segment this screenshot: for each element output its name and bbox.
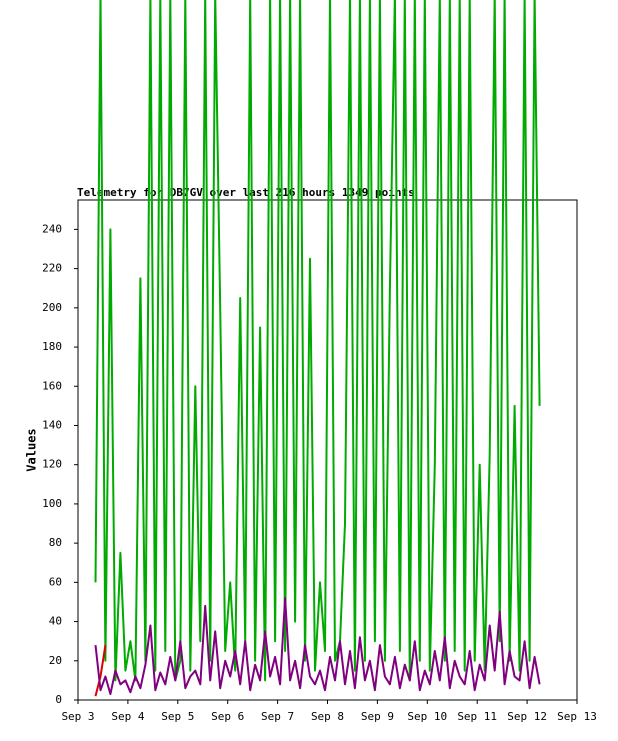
x-tick-label: Sep 7 [261,710,294,723]
y-tick-label: 80 [49,536,62,549]
x-tick-label: Sep 8 [311,710,344,723]
y-tick-label: 240 [42,222,62,235]
y-tick-label: 220 [42,262,62,275]
x-tick-label: Sep 10 [407,710,447,723]
x-tick-label: Sep 3 [61,710,94,723]
y-tick-label: 60 [49,575,62,588]
x-tick-label: Sep 11 [457,710,497,723]
chart-title: Telemetry for DB7GV over last 216 hours … [77,186,415,199]
x-tick-label: Sep 4 [111,710,144,723]
y-tick-label: 120 [42,458,62,471]
y-tick-label: 100 [42,497,62,510]
series-line [94,644,107,697]
series-line [94,0,541,682]
x-tick-label: Sep 5 [161,710,194,723]
series-line [94,597,541,696]
y-tick-label: 140 [42,418,62,431]
y-tick-label: 20 [49,654,62,667]
x-tick-label: Sep 9 [361,710,394,723]
y-tick-label: 160 [42,379,62,392]
y-tick-label: 40 [49,615,62,628]
x-tick-label: Sep 13 [557,710,597,723]
x-tick-label: Sep 12 [507,710,547,723]
y-tick-label: 180 [42,340,62,353]
y-tick-label: 200 [42,301,62,314]
y-axis-label: Values [25,428,39,471]
x-tick-label: Sep 6 [211,710,244,723]
y-tick-label: 0 [55,693,62,706]
